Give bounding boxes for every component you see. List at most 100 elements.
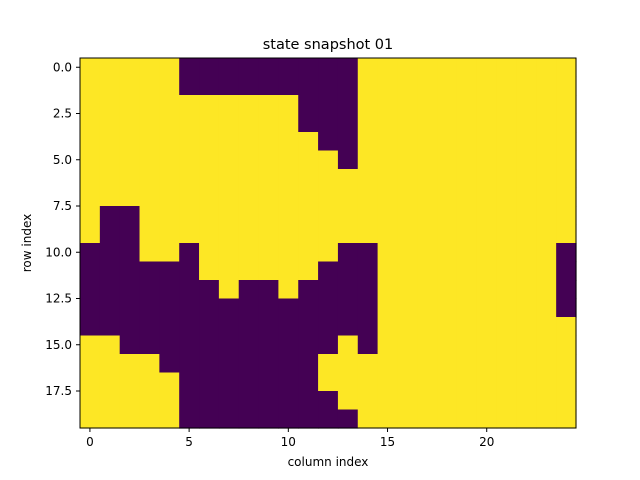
x-axis-ticks: 0 5 10 15 20 xyxy=(86,428,494,449)
heatmap-cell xyxy=(298,243,319,263)
y-tick-label: 12.5 xyxy=(45,292,72,306)
heatmap-cell xyxy=(357,261,379,281)
heatmap-cell xyxy=(496,132,518,152)
heatmap-cell xyxy=(159,76,180,96)
heatmap-cell xyxy=(357,354,379,374)
heatmap-cell xyxy=(298,169,319,189)
heatmap-cell xyxy=(516,132,537,152)
heatmap-cell xyxy=(456,354,478,374)
heatmap-cell xyxy=(278,298,299,318)
heatmap-cell xyxy=(278,169,299,189)
heatmap-cell xyxy=(298,206,319,226)
heatmap-cell xyxy=(298,280,319,300)
heatmap-cell xyxy=(556,224,577,244)
heatmap-cell xyxy=(278,206,299,226)
heatmap-cell xyxy=(80,372,101,392)
heatmap-cell xyxy=(179,409,200,429)
heatmap-cell xyxy=(99,113,121,133)
heatmap-cell xyxy=(218,298,240,318)
heatmap-cell xyxy=(199,169,220,189)
heatmap-cell xyxy=(179,113,200,133)
heatmap-cell xyxy=(318,335,339,355)
heatmap-cell xyxy=(80,169,101,189)
heatmap-cell xyxy=(80,391,101,411)
heatmap-cell xyxy=(516,335,537,355)
heatmap-cell xyxy=(377,150,399,170)
heatmap-cell xyxy=(417,280,438,300)
heatmap-cell xyxy=(179,206,200,226)
heatmap-cell xyxy=(337,150,359,170)
heatmap-cell xyxy=(417,132,438,152)
heatmap-cell xyxy=(437,76,458,96)
heatmap-cell xyxy=(179,58,200,78)
heatmap-cell xyxy=(437,58,458,78)
heatmap-cell xyxy=(417,354,438,374)
heatmap-cell xyxy=(298,409,319,429)
heatmap-cell xyxy=(199,243,220,263)
heatmap-cell xyxy=(159,261,180,281)
heatmap-cell xyxy=(456,391,478,411)
heatmap-cell xyxy=(119,206,141,226)
heatmap-cell xyxy=(357,58,379,78)
heatmap-cell xyxy=(179,132,200,152)
heatmap-cell xyxy=(456,409,478,429)
chart-title: state snapshot 01 xyxy=(263,37,394,53)
heatmap-cell xyxy=(159,317,180,337)
heatmap-cell xyxy=(139,280,160,300)
heatmap-cell xyxy=(556,243,577,263)
heatmap-cell xyxy=(119,58,141,78)
heatmap-cell xyxy=(298,132,319,152)
heatmap-cell xyxy=(556,372,577,392)
heatmap-cell xyxy=(80,206,101,226)
heatmap-cell xyxy=(417,58,438,78)
heatmap-cell xyxy=(337,76,359,96)
heatmap-cell xyxy=(476,409,498,429)
heatmap-cell xyxy=(119,261,141,281)
heatmap-cell xyxy=(397,243,418,263)
heatmap-cell xyxy=(99,372,121,392)
heatmap-cell xyxy=(536,354,557,374)
heatmap-cell xyxy=(536,317,557,337)
heatmap-cell xyxy=(258,224,279,244)
heatmap-cell xyxy=(298,391,319,411)
heatmap-cell xyxy=(496,317,518,337)
heatmap-cell xyxy=(318,280,339,300)
heatmap-cell xyxy=(377,224,399,244)
y-axis-ticks: 0.0 2.5 5.0 7.5 10.0 12.5 15.0 17.5 xyxy=(45,60,80,398)
heatmap-cell xyxy=(337,261,359,281)
heatmap-cell xyxy=(357,391,379,411)
heatmap-cell xyxy=(536,409,557,429)
heatmap-cell xyxy=(496,409,518,429)
heatmap-cell xyxy=(476,150,498,170)
heatmap-cell xyxy=(139,150,160,170)
heatmap-cell xyxy=(218,76,240,96)
heatmap-cell xyxy=(199,187,220,207)
heatmap-cell xyxy=(318,224,339,244)
heatmap-cell xyxy=(377,280,399,300)
heatmap-cell xyxy=(258,372,279,392)
heatmap-cell xyxy=(159,150,180,170)
heatmap-cell xyxy=(496,113,518,133)
heatmap-cell xyxy=(476,280,498,300)
heatmap-cell xyxy=(119,298,141,318)
heatmap-cell xyxy=(318,132,339,152)
heatmap-cell xyxy=(199,354,220,374)
heatmap-cell xyxy=(456,261,478,281)
heatmap-cell xyxy=(218,95,240,115)
heatmap-cell xyxy=(496,261,518,281)
heatmap-cell xyxy=(139,132,160,152)
heatmap-cell xyxy=(456,280,478,300)
heatmap-cell xyxy=(278,187,299,207)
heatmap-cell xyxy=(199,150,220,170)
heatmap-cell xyxy=(99,335,121,355)
heatmap-cell xyxy=(139,76,160,96)
heatmap-cell xyxy=(397,150,418,170)
heatmap-cell xyxy=(417,372,438,392)
heatmap-cell xyxy=(456,169,478,189)
y-tick-label: 10.0 xyxy=(45,245,72,259)
heatmap-cell xyxy=(298,335,319,355)
heatmap-cell xyxy=(417,113,438,133)
heatmap-cell xyxy=(318,391,339,411)
heatmap-cell xyxy=(99,187,121,207)
heatmap-cell xyxy=(456,132,478,152)
